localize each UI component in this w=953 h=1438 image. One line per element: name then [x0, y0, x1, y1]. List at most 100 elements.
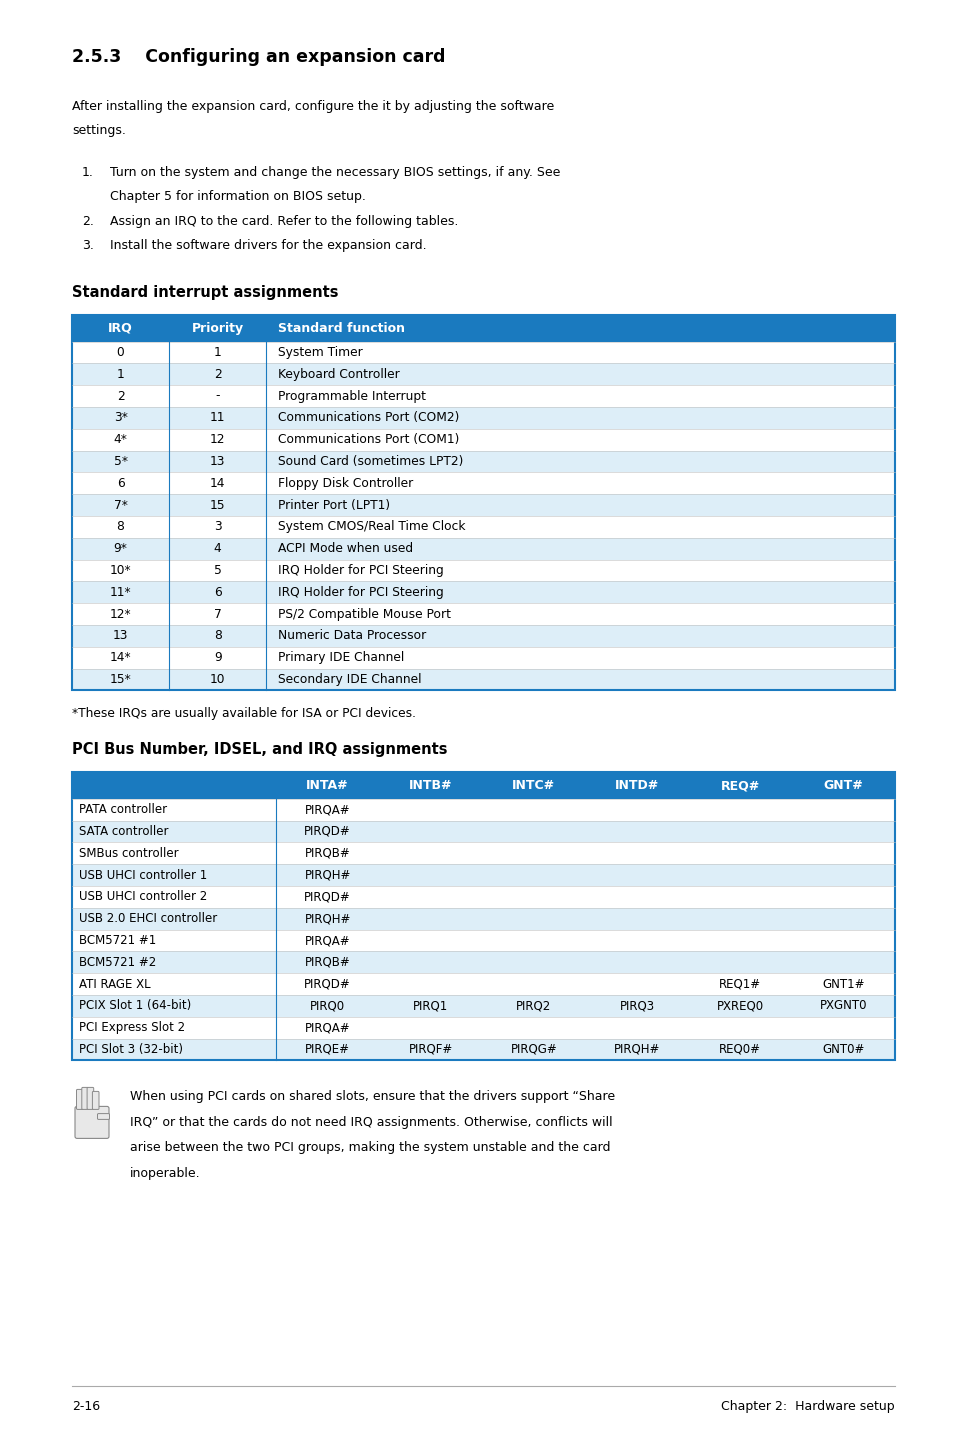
- FancyBboxPatch shape: [71, 385, 894, 407]
- Text: IRQ: IRQ: [108, 322, 132, 335]
- Text: 7*: 7*: [113, 499, 128, 512]
- Text: -: -: [215, 390, 220, 403]
- Text: PIRQD#: PIRQD#: [304, 825, 351, 838]
- Text: 12*: 12*: [110, 607, 132, 621]
- FancyBboxPatch shape: [71, 450, 894, 472]
- Text: Programmable Interrupt: Programmable Interrupt: [278, 390, 426, 403]
- Text: GNT0#: GNT0#: [821, 1043, 863, 1055]
- Text: 9: 9: [213, 651, 221, 664]
- Text: 3: 3: [213, 521, 221, 533]
- Text: 10: 10: [210, 673, 225, 686]
- FancyBboxPatch shape: [71, 538, 894, 559]
- Text: Assign an IRQ to the card. Refer to the following tables.: Assign an IRQ to the card. Refer to the …: [110, 216, 457, 229]
- Text: 14*: 14*: [110, 651, 132, 664]
- Text: PIRQB#: PIRQB#: [304, 847, 350, 860]
- Text: 0: 0: [116, 347, 124, 360]
- FancyBboxPatch shape: [87, 1087, 93, 1109]
- Text: Sound Card (sometimes LPT2): Sound Card (sometimes LPT2): [278, 454, 463, 467]
- FancyBboxPatch shape: [75, 1106, 109, 1139]
- Text: PIRQH#: PIRQH#: [304, 869, 351, 881]
- Text: REQ0#: REQ0#: [719, 1043, 760, 1055]
- Text: 11: 11: [210, 411, 225, 424]
- Text: *These IRQs are usually available for ISA or PCI devices.: *These IRQs are usually available for IS…: [71, 707, 416, 720]
- FancyBboxPatch shape: [71, 952, 894, 974]
- FancyBboxPatch shape: [82, 1087, 89, 1109]
- Text: Secondary IDE Channel: Secondary IDE Channel: [278, 673, 421, 686]
- Text: 3.: 3.: [82, 239, 93, 252]
- Text: PIRQ2: PIRQ2: [516, 999, 551, 1012]
- Text: PCI Bus Number, IDSEL, and IRQ assignments: PCI Bus Number, IDSEL, and IRQ assignmen…: [71, 742, 447, 758]
- FancyBboxPatch shape: [71, 864, 894, 886]
- Text: PCI Slot 3 (32-bit): PCI Slot 3 (32-bit): [79, 1043, 183, 1055]
- Text: PIRQA#: PIRQA#: [305, 1021, 350, 1034]
- Text: INTD#: INTD#: [615, 779, 659, 792]
- Text: 4: 4: [213, 542, 221, 555]
- Text: REQ#: REQ#: [720, 779, 759, 792]
- FancyBboxPatch shape: [71, 1038, 894, 1060]
- Text: PIRQB#: PIRQB#: [304, 956, 350, 969]
- Text: PIRQH#: PIRQH#: [304, 912, 351, 925]
- FancyBboxPatch shape: [92, 1091, 99, 1109]
- Text: 10*: 10*: [110, 564, 132, 577]
- Text: IRQ Holder for PCI Steering: IRQ Holder for PCI Steering: [278, 564, 443, 577]
- FancyBboxPatch shape: [71, 559, 894, 581]
- Text: PIRQ0: PIRQ0: [310, 999, 345, 1012]
- FancyBboxPatch shape: [71, 886, 894, 907]
- Text: PIRQH#: PIRQH#: [613, 1043, 659, 1055]
- Text: 11*: 11*: [110, 585, 132, 598]
- Text: PIRQA#: PIRQA#: [305, 935, 350, 948]
- Text: System Timer: System Timer: [278, 347, 362, 360]
- Text: PIRQD#: PIRQD#: [304, 890, 351, 903]
- Text: REQ1#: REQ1#: [719, 978, 760, 991]
- FancyBboxPatch shape: [71, 472, 894, 495]
- Text: IRQ” or that the cards do not need IRQ assignments. Otherwise, conflicts will: IRQ” or that the cards do not need IRQ a…: [130, 1116, 612, 1129]
- Text: 6: 6: [116, 477, 124, 490]
- Text: PATA controller: PATA controller: [79, 804, 167, 817]
- FancyBboxPatch shape: [76, 1090, 83, 1109]
- Text: 2-16: 2-16: [71, 1401, 100, 1414]
- Text: BCM5721 #1: BCM5721 #1: [79, 935, 156, 948]
- Text: Standard interrupt assignments: Standard interrupt assignments: [71, 285, 338, 301]
- Text: SATA controller: SATA controller: [79, 825, 169, 838]
- Text: 2: 2: [213, 368, 221, 381]
- Text: 1.: 1.: [82, 165, 93, 178]
- FancyBboxPatch shape: [71, 626, 894, 647]
- Text: Printer Port (LPT1): Printer Port (LPT1): [278, 499, 390, 512]
- Text: 14: 14: [210, 477, 225, 490]
- Text: 8: 8: [213, 630, 221, 643]
- FancyBboxPatch shape: [71, 929, 894, 952]
- Text: GNT1#: GNT1#: [821, 978, 863, 991]
- Text: BCM5721 #2: BCM5721 #2: [79, 956, 156, 969]
- Text: Standard function: Standard function: [278, 322, 405, 335]
- FancyBboxPatch shape: [97, 1113, 110, 1119]
- Text: After installing the expansion card, configure the it by adjusting the software: After installing the expansion card, con…: [71, 101, 554, 114]
- FancyBboxPatch shape: [71, 843, 894, 864]
- Text: 13: 13: [210, 454, 225, 467]
- FancyBboxPatch shape: [71, 647, 894, 669]
- Text: 9*: 9*: [113, 542, 128, 555]
- Text: 12: 12: [210, 433, 225, 446]
- Text: Keyboard Controller: Keyboard Controller: [278, 368, 399, 381]
- Text: 6: 6: [213, 585, 221, 598]
- Text: 4*: 4*: [113, 433, 128, 446]
- Text: PIRQD#: PIRQD#: [304, 978, 351, 991]
- Text: Numeric Data Processor: Numeric Data Processor: [278, 630, 426, 643]
- FancyBboxPatch shape: [71, 1017, 894, 1038]
- FancyBboxPatch shape: [71, 669, 894, 690]
- Text: INTA#: INTA#: [306, 779, 349, 792]
- Text: 1: 1: [213, 347, 221, 360]
- Text: PXGNT0: PXGNT0: [819, 999, 866, 1012]
- Text: PXREQ0: PXREQ0: [716, 999, 763, 1012]
- Text: GNT#: GNT#: [822, 779, 862, 792]
- Text: USB UHCI controller 1: USB UHCI controller 1: [79, 869, 207, 881]
- Text: 2.: 2.: [82, 216, 93, 229]
- Text: 1: 1: [116, 368, 124, 381]
- Text: PIRQE#: PIRQE#: [305, 1043, 350, 1055]
- Text: inoperable.: inoperable.: [130, 1166, 200, 1181]
- Text: IRQ Holder for PCI Steering: IRQ Holder for PCI Steering: [278, 585, 443, 598]
- FancyBboxPatch shape: [71, 495, 894, 516]
- FancyBboxPatch shape: [71, 407, 894, 429]
- Text: Primary IDE Channel: Primary IDE Channel: [278, 651, 404, 664]
- Text: USB 2.0 EHCI controller: USB 2.0 EHCI controller: [79, 912, 217, 925]
- Text: Communications Port (COM1): Communications Port (COM1): [278, 433, 459, 446]
